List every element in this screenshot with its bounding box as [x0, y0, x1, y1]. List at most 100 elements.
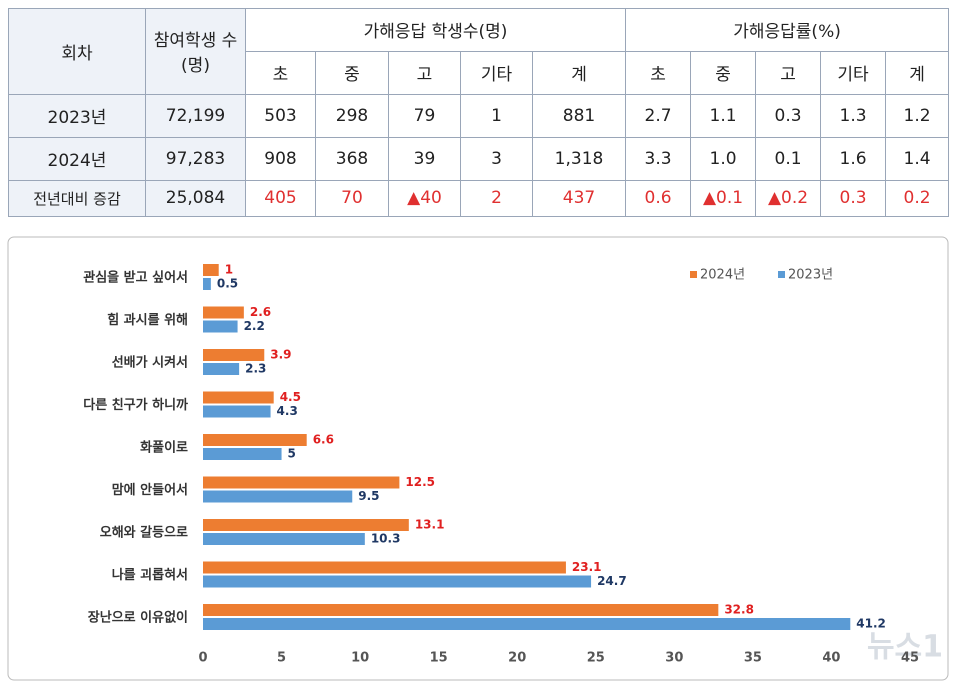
- table-cell: 0.6: [625, 179, 692, 218]
- table-cell: 503: [245, 93, 316, 138]
- table-row: 전년대비 증감 25,084 405 70 ▲40 2 437 0.6 ▲0.1 ▲0.2 0.3 0…: [8, 179, 950, 218]
- table-cell: 79: [388, 93, 461, 138]
- x-tick-label: 45: [901, 651, 919, 666]
- category-label: 선배가 시켜서: [112, 355, 188, 371]
- bar: [203, 476, 400, 489]
- subheader-cell: 중: [315, 50, 389, 95]
- x-tick-label: 25: [587, 651, 605, 666]
- table-cell: 405: [245, 179, 316, 218]
- table-cell: 70: [315, 179, 389, 218]
- table-cell: 881: [531, 93, 627, 138]
- table-cell: 298: [315, 93, 389, 138]
- table-row: 2024년 97,283 908 368 39 3 1,318 3.3 1.0 0.1 1.6 1.4: [8, 136, 950, 181]
- table-cell: 1.0: [690, 136, 757, 181]
- header-cell: 가해응답 학생수(명): [244, 8, 627, 52]
- bar: [203, 320, 238, 333]
- legend-swatch: [690, 271, 697, 278]
- value-label: 41.2: [856, 617, 886, 631]
- subheader-cell: 중: [690, 50, 757, 95]
- category-label: 오해와 갈등으로: [100, 525, 188, 541]
- subheader-cell: 기타: [820, 50, 887, 95]
- chart: 뉴스1 0 5 10 15 20 25 30 35 40 45 관심을 받고 싶어서 10.5 힘 과시…: [7, 236, 949, 681]
- table-cell: 72,199: [145, 93, 246, 138]
- category-label: 나를 괴롭혀서: [112, 567, 188, 583]
- x-tick-label: 40: [822, 651, 840, 666]
- table-cell: 3.3: [625, 136, 692, 181]
- table-cell: 전년대비 증감: [8, 179, 146, 218]
- x-tick-label: 10: [351, 651, 369, 666]
- value-label: 2.6: [250, 305, 271, 319]
- category-label: 힘 과시를 위해: [107, 312, 188, 328]
- bar: [203, 349, 265, 361]
- bar: [203, 278, 211, 290]
- table-cell: 1.3: [820, 93, 887, 138]
- table-cell: 368: [315, 136, 389, 181]
- table-cell: 0.3: [820, 179, 887, 218]
- legend-label: 2024년: [700, 268, 745, 283]
- header-cell: 회차: [8, 8, 146, 95]
- table-row: 2023년 72,199 503 298 79 1 881 2.7 1.1 0.3 1.3 1.2: [8, 93, 950, 138]
- table-row: 회차 참여학생 수(명) 가해응답 학생수(명) 가해응답률(%): [8, 8, 950, 95]
- value-label: 2.3: [245, 362, 266, 376]
- value-label: 24.7: [597, 574, 627, 588]
- table-cell: 437: [531, 179, 627, 218]
- subheader-cell: 고: [388, 50, 461, 95]
- table-cell: 2024년: [8, 136, 146, 181]
- subheader-cell: 계: [885, 50, 950, 95]
- table-cell: 97,283: [145, 136, 246, 181]
- category-label: 화풀이로: [140, 440, 188, 456]
- legend-swatch: [778, 271, 785, 278]
- header-cell: 참여학생 수(명): [145, 8, 246, 95]
- value-label: 6.6: [313, 433, 334, 447]
- bar: [203, 575, 592, 588]
- x-tick-label: 0: [198, 651, 207, 666]
- table-cell: 2023년: [8, 93, 146, 138]
- table-cell: 25,084: [145, 179, 246, 218]
- value-label: 0.5: [217, 277, 238, 291]
- table-cell: 2.7: [625, 93, 692, 138]
- table-row: 초 중 고 기타 계 초 중 고 기타 계: [9, 50, 950, 95]
- table-cell: 1.2: [885, 93, 950, 138]
- table-cell: 0.2: [885, 179, 950, 218]
- value-label: 1: [225, 263, 233, 277]
- table-cell: ▲0.2: [755, 179, 822, 218]
- table-cell: 1,318: [531, 136, 627, 181]
- table-cell: 3: [460, 136, 533, 181]
- value-label: 13.1: [415, 518, 445, 532]
- value-label: 4.5: [280, 390, 301, 404]
- bar: [203, 391, 274, 404]
- value-label: 4.3: [277, 404, 298, 418]
- bar: [203, 533, 365, 545]
- subheader-cell: 고: [755, 50, 822, 95]
- bar: [203, 448, 282, 460]
- stats-table: 회차 참여학생 수(명) 가해응답 학생수(명) 가해응답률(%) 초 중 고 기타 계 초 중 고 기…: [8, 8, 950, 218]
- table-cell: 1.4: [885, 136, 950, 181]
- value-label: 9.5: [358, 489, 379, 503]
- header-cell: 가해응답률(%): [625, 8, 950, 52]
- category-label: 장난으로 이유없이: [88, 610, 188, 626]
- table-cell: 1: [460, 93, 533, 138]
- value-label: 3.9: [270, 348, 291, 362]
- value-label: 23.1: [572, 560, 602, 574]
- subheader-cell: 기타: [460, 50, 533, 95]
- subheader-cell: 초: [625, 50, 692, 95]
- x-tick-label: 5: [277, 651, 286, 666]
- bar: [203, 618, 851, 630]
- value-label: 32.8: [724, 603, 754, 617]
- category-label: 다른 친구가 하니까: [83, 397, 188, 413]
- x-tick-label: 15: [430, 651, 448, 666]
- x-tick-label: 30: [665, 651, 683, 666]
- table-cell: 908: [245, 136, 316, 181]
- bar: [203, 490, 353, 503]
- table-cell: 2: [460, 179, 533, 218]
- bar: [203, 434, 307, 446]
- bar: [203, 519, 409, 531]
- value-label: 2.2: [244, 319, 265, 333]
- x-tick-label: 20: [508, 651, 526, 666]
- bar: [203, 264, 219, 276]
- table-cell: 0.3: [755, 93, 822, 138]
- value-label: 5: [288, 447, 296, 461]
- bar: [203, 561, 566, 574]
- category-label: 맘에 안들어서: [112, 482, 188, 498]
